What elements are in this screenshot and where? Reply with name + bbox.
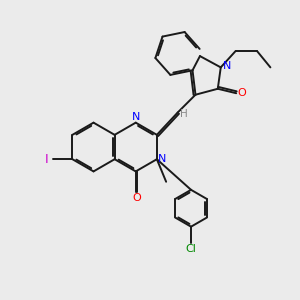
Text: Cl: Cl <box>186 244 196 254</box>
Text: I: I <box>45 153 48 166</box>
Text: N: N <box>132 112 140 122</box>
Text: O: O <box>132 193 141 203</box>
Text: N: N <box>158 154 166 164</box>
Text: N: N <box>223 61 231 71</box>
Text: O: O <box>238 88 247 98</box>
Text: H: H <box>180 109 188 119</box>
